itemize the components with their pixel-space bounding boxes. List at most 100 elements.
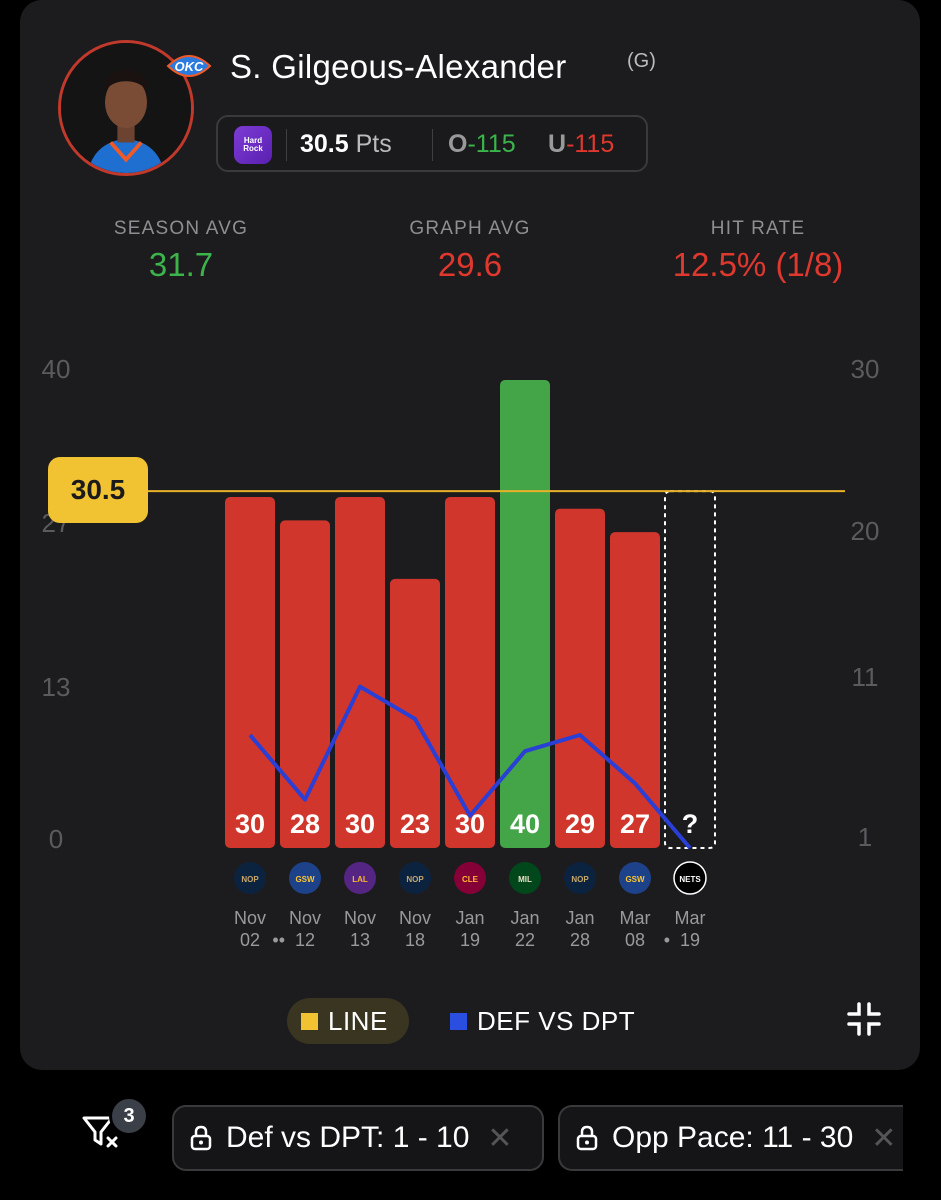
game-date-day: 28 [570, 930, 590, 950]
prop-line-pill[interactable]: Hard Rock 30.5 Pts O-115 U-115 [216, 115, 648, 172]
game-date-day: 13 [350, 930, 370, 950]
filter-chip-label: Def vs DPT: 1 - 10 [226, 1121, 470, 1154]
hit-rate-stat: HIT RATE 12.5% (1/8) [608, 218, 908, 284]
game-date-day: 18 [405, 930, 425, 950]
over-odds[interactable]: O-115 [448, 130, 516, 158]
opponent-logo-text: NETS [679, 875, 701, 884]
legend-line-toggle[interactable]: LINE [287, 998, 409, 1044]
bar-value-label: 29 [565, 809, 595, 839]
points-bar [610, 532, 660, 848]
filter-count-badge: 3 [109, 1096, 149, 1136]
season-avg-stat: SEASON AVG 31.7 [31, 218, 331, 284]
sportsbook-logo-icon: Hard Rock [234, 126, 272, 164]
y-axis-left-tick: 13 [42, 672, 71, 702]
opponent-logo-text: NOP [571, 875, 589, 884]
filter-chip-def-vs-dpt[interactable]: Def vs DPT: 1 - 10 ✕ [172, 1105, 544, 1171]
opponent-logo-text: GSW [295, 875, 315, 884]
game-date-month: Jan [455, 908, 484, 928]
line-legend-swatch [301, 1012, 318, 1030]
opponent-logo-text: GSW [625, 875, 645, 884]
player-position: (G) [627, 50, 656, 72]
game-date-month: Nov [234, 908, 266, 928]
opponent-logo-text: NOP [241, 875, 259, 884]
opponent-logo-text: CLE [462, 875, 479, 884]
divider [286, 129, 287, 161]
game-date-dots: • [664, 930, 670, 950]
game-date-day: 19 [460, 930, 480, 950]
bar-value-label: ? [682, 809, 699, 839]
opponent-logo-icon [454, 862, 486, 894]
y-axis-right-tick: 20 [851, 516, 880, 546]
def-legend-swatch [450, 1012, 467, 1030]
divider [432, 129, 433, 161]
graph-avg-value: 29.6 [437, 246, 503, 283]
svg-text:OKC: OKC [175, 59, 205, 74]
game-date-month: Jan [565, 908, 594, 928]
bar-value-label: 30 [345, 809, 375, 839]
points-bar [445, 497, 495, 848]
lock-icon [190, 1125, 212, 1151]
bar-value-label: 28 [290, 809, 320, 839]
legend-line-label: LINE [328, 1005, 388, 1036]
game-date-month: Nov [289, 908, 321, 928]
game-date-month: Mar [620, 908, 651, 928]
legend-def-toggle[interactable]: DEF VS DPT [450, 998, 635, 1044]
opponent-logo-text: NOP [406, 875, 424, 884]
filter-chip-label: Opp Pace: 11 - 30 [612, 1121, 854, 1154]
bar-value-label: 30 [455, 809, 485, 839]
bar-value-label: 23 [400, 809, 430, 839]
points-bar [225, 497, 275, 848]
bar-value-label: 27 [620, 809, 650, 839]
points-bar [390, 578, 440, 848]
game-date-month: Nov [399, 908, 431, 928]
game-date-month: Mar [675, 908, 706, 928]
remove-filter-icon[interactable]: ✕ [871, 1121, 897, 1155]
game-date-month: Nov [344, 908, 376, 928]
bar-value-label: 40 [510, 809, 540, 839]
line-value-badge: 30.5 [48, 457, 148, 523]
season-avg-value: 31.7 [148, 246, 214, 283]
graph-avg-label: GRAPH AVG [409, 218, 531, 239]
hit-rate-label: HIT RATE [710, 218, 806, 239]
game-date-day: 22 [515, 930, 535, 950]
points-bar [335, 497, 385, 848]
game-date-day: 08 [625, 930, 645, 950]
collapse-icon[interactable] [847, 1002, 881, 1036]
opponent-logo-text: MIL [518, 875, 532, 884]
opponent-logo-icon [509, 862, 541, 894]
game-date-day: 02 [240, 930, 260, 950]
lock-icon [576, 1125, 598, 1151]
points-bar [555, 508, 605, 848]
legend-def-label: DEF VS DPT [477, 1005, 636, 1036]
y-axis-right-tick: 1 [858, 822, 872, 852]
y-axis-left-tick: 40 [42, 354, 71, 384]
points-bar [280, 520, 330, 848]
hit-rate-value: 12.5% (1/8) [672, 246, 844, 283]
upcoming-game-bar [664, 490, 716, 849]
filter-chip-opp-pace[interactable]: Opp Pace: 11 - 30 ✕ [558, 1105, 903, 1171]
player-name: S. Gilgeous-Alexander [230, 48, 567, 85]
graph-avg-stat: GRAPH AVG 29.6 [320, 218, 620, 284]
game-date-dots: •• [272, 930, 285, 950]
game-date-month: Jan [510, 908, 539, 928]
def-vs-dpt-line [248, 684, 692, 850]
opponent-logo-icon [399, 862, 431, 894]
opponent-logo-icon [234, 862, 266, 894]
game-date-day: 19 [680, 930, 700, 950]
remove-filter-icon[interactable]: ✕ [487, 1121, 513, 1155]
opponent-logo-icon [619, 862, 651, 894]
under-odds[interactable]: U-115 [548, 130, 615, 158]
opponent-logo-icon [344, 862, 376, 894]
season-avg-label: SEASON AVG [113, 218, 249, 239]
y-axis-right-tick: 30 [851, 354, 880, 384]
points-bar [500, 380, 550, 848]
prop-line: 30.5 Pts [300, 130, 392, 158]
opponent-logo-icon [673, 861, 707, 895]
bar-value-label: 30 [235, 809, 265, 839]
game-date-day: 12 [295, 930, 315, 950]
y-axis-left-tick: 0 [49, 824, 63, 854]
opponent-logo-icon [564, 862, 596, 894]
team-logo-icon: OKC [164, 50, 214, 82]
opponent-logo-icon [289, 862, 321, 894]
